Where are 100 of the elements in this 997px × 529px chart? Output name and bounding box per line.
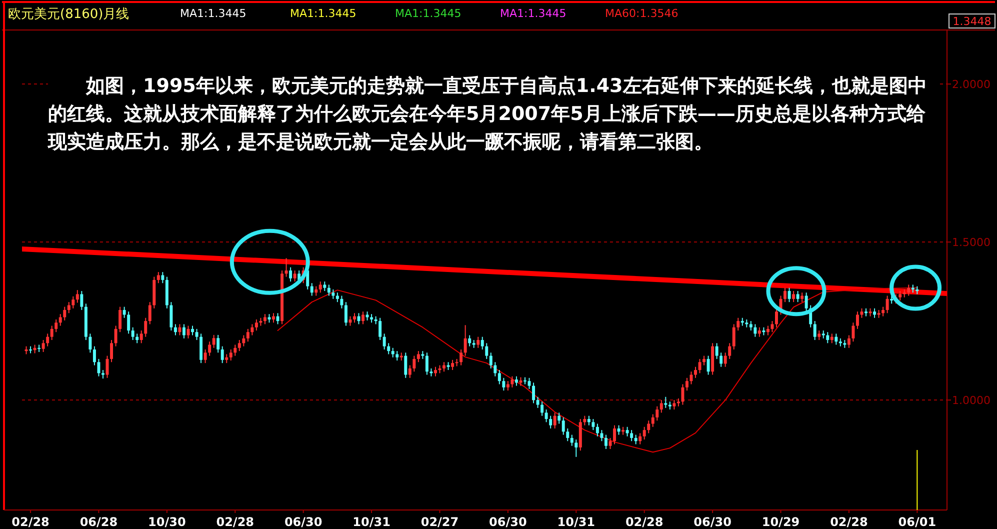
candlestick (118, 306, 122, 333)
candlestick (570, 434, 574, 446)
candlestick (144, 317, 148, 338)
candlestick (784, 287, 787, 303)
candlestick (830, 333, 834, 344)
x-tick-label: 02/27 (420, 515, 459, 529)
candlestick (804, 292, 808, 312)
x-tick-label: 06/01 (898, 515, 936, 529)
candlestick (489, 352, 492, 369)
candlestick (775, 308, 778, 328)
candlestick (613, 424, 616, 445)
candlestick (220, 346, 224, 364)
candlestick (327, 284, 330, 296)
candlestick (156, 272, 160, 284)
candlestick (494, 362, 497, 377)
candlestick (604, 434, 608, 450)
x-tick-label: 10/30 (148, 515, 186, 529)
candlestick (626, 426, 629, 437)
candlestick (50, 325, 54, 340)
candlestick (434, 366, 437, 377)
candlestick (442, 362, 446, 372)
candlestick (80, 290, 84, 310)
candlestick (766, 325, 770, 336)
candlestick (276, 312, 280, 325)
candlestick (553, 412, 556, 429)
candlestick (651, 414, 654, 428)
candlestick (170, 302, 173, 332)
candlestick (856, 311, 859, 330)
candlestick (54, 318, 58, 333)
candlestick (234, 344, 237, 356)
candlestick (412, 355, 416, 372)
candlestick (58, 314, 62, 326)
y-tick-label: 1.0000 (952, 394, 990, 408)
candlestick (382, 333, 386, 350)
candlestick (664, 396, 668, 408)
candlestick (480, 336, 484, 350)
x-tick-label: 10/29 (762, 515, 800, 529)
candlestick (204, 348, 207, 364)
candlestick (161, 272, 164, 284)
candlestick (826, 332, 830, 344)
candlestick (813, 320, 816, 340)
candlestick (42, 339, 45, 352)
candlestick (284, 258, 288, 278)
candlestick (464, 324, 467, 356)
candlestick (38, 344, 41, 352)
candlestick (732, 324, 736, 350)
candlestick (72, 296, 75, 309)
candlestick (114, 325, 118, 347)
candlestick (583, 415, 586, 426)
candlestick (715, 342, 718, 360)
candlestick (92, 346, 96, 366)
candlestick (404, 352, 408, 378)
candlestick (834, 333, 838, 346)
candlestick (348, 316, 352, 326)
candlestick (200, 333, 203, 364)
candlestick (770, 320, 774, 333)
candlestick (332, 288, 335, 300)
candlestick (698, 358, 702, 374)
candlestick (216, 334, 220, 354)
candlestick (720, 352, 723, 368)
candlestick (852, 322, 855, 342)
y-tick-label: 1.5000 (952, 236, 990, 250)
candlestick (514, 376, 518, 386)
text: MA1:1.3445 (290, 7, 356, 20)
candlestick (229, 348, 232, 362)
annotation: 如图，1995年以来，欧元美元的走势就一直受压于自高点1.43左右延伸下来的延长线，也就是图中的红线。这就从技术面解释了为什么欧元会在今年5月2007年5月上涨后下跌——历史总是以各种方式给现实造成压力。那么，是不是说欧元就一定会从此一蹶不振呢，请看第二张图。 (48, 72, 938, 156)
candlestick (88, 333, 92, 354)
x-tick-label: 06/28 (80, 515, 118, 529)
x-tick-label: 02/28 (625, 515, 664, 529)
candlestick (131, 326, 134, 340)
candlestick (592, 418, 595, 431)
candlestick (416, 350, 420, 363)
candlestick (702, 355, 706, 366)
candlestick (685, 377, 688, 392)
candlestick (754, 324, 757, 338)
candlestick (451, 359, 454, 371)
candlestick (396, 350, 399, 362)
candlestick (656, 406, 659, 422)
candlestick (140, 330, 143, 344)
candlestick (886, 295, 889, 314)
candlestick (587, 415, 590, 426)
candlestick (178, 324, 182, 336)
candlestick (242, 334, 246, 347)
candlestick (318, 281, 322, 294)
x-tick-label: 06/30 (694, 515, 732, 529)
candlestick (596, 423, 599, 437)
candlestick (574, 439, 578, 458)
candlestick (344, 302, 348, 326)
text: MA1:1.3445 (180, 7, 246, 20)
text: MA60:1.3546 (605, 7, 678, 20)
candlestick (425, 352, 428, 376)
candlestick (562, 416, 565, 436)
candlestick (898, 290, 902, 301)
candlestick (724, 352, 727, 368)
candlestick (672, 400, 676, 410)
candlestick (638, 432, 642, 445)
candlestick (706, 355, 710, 376)
candlestick (195, 328, 198, 340)
candlestick (136, 333, 139, 344)
candlestick (907, 284, 910, 296)
